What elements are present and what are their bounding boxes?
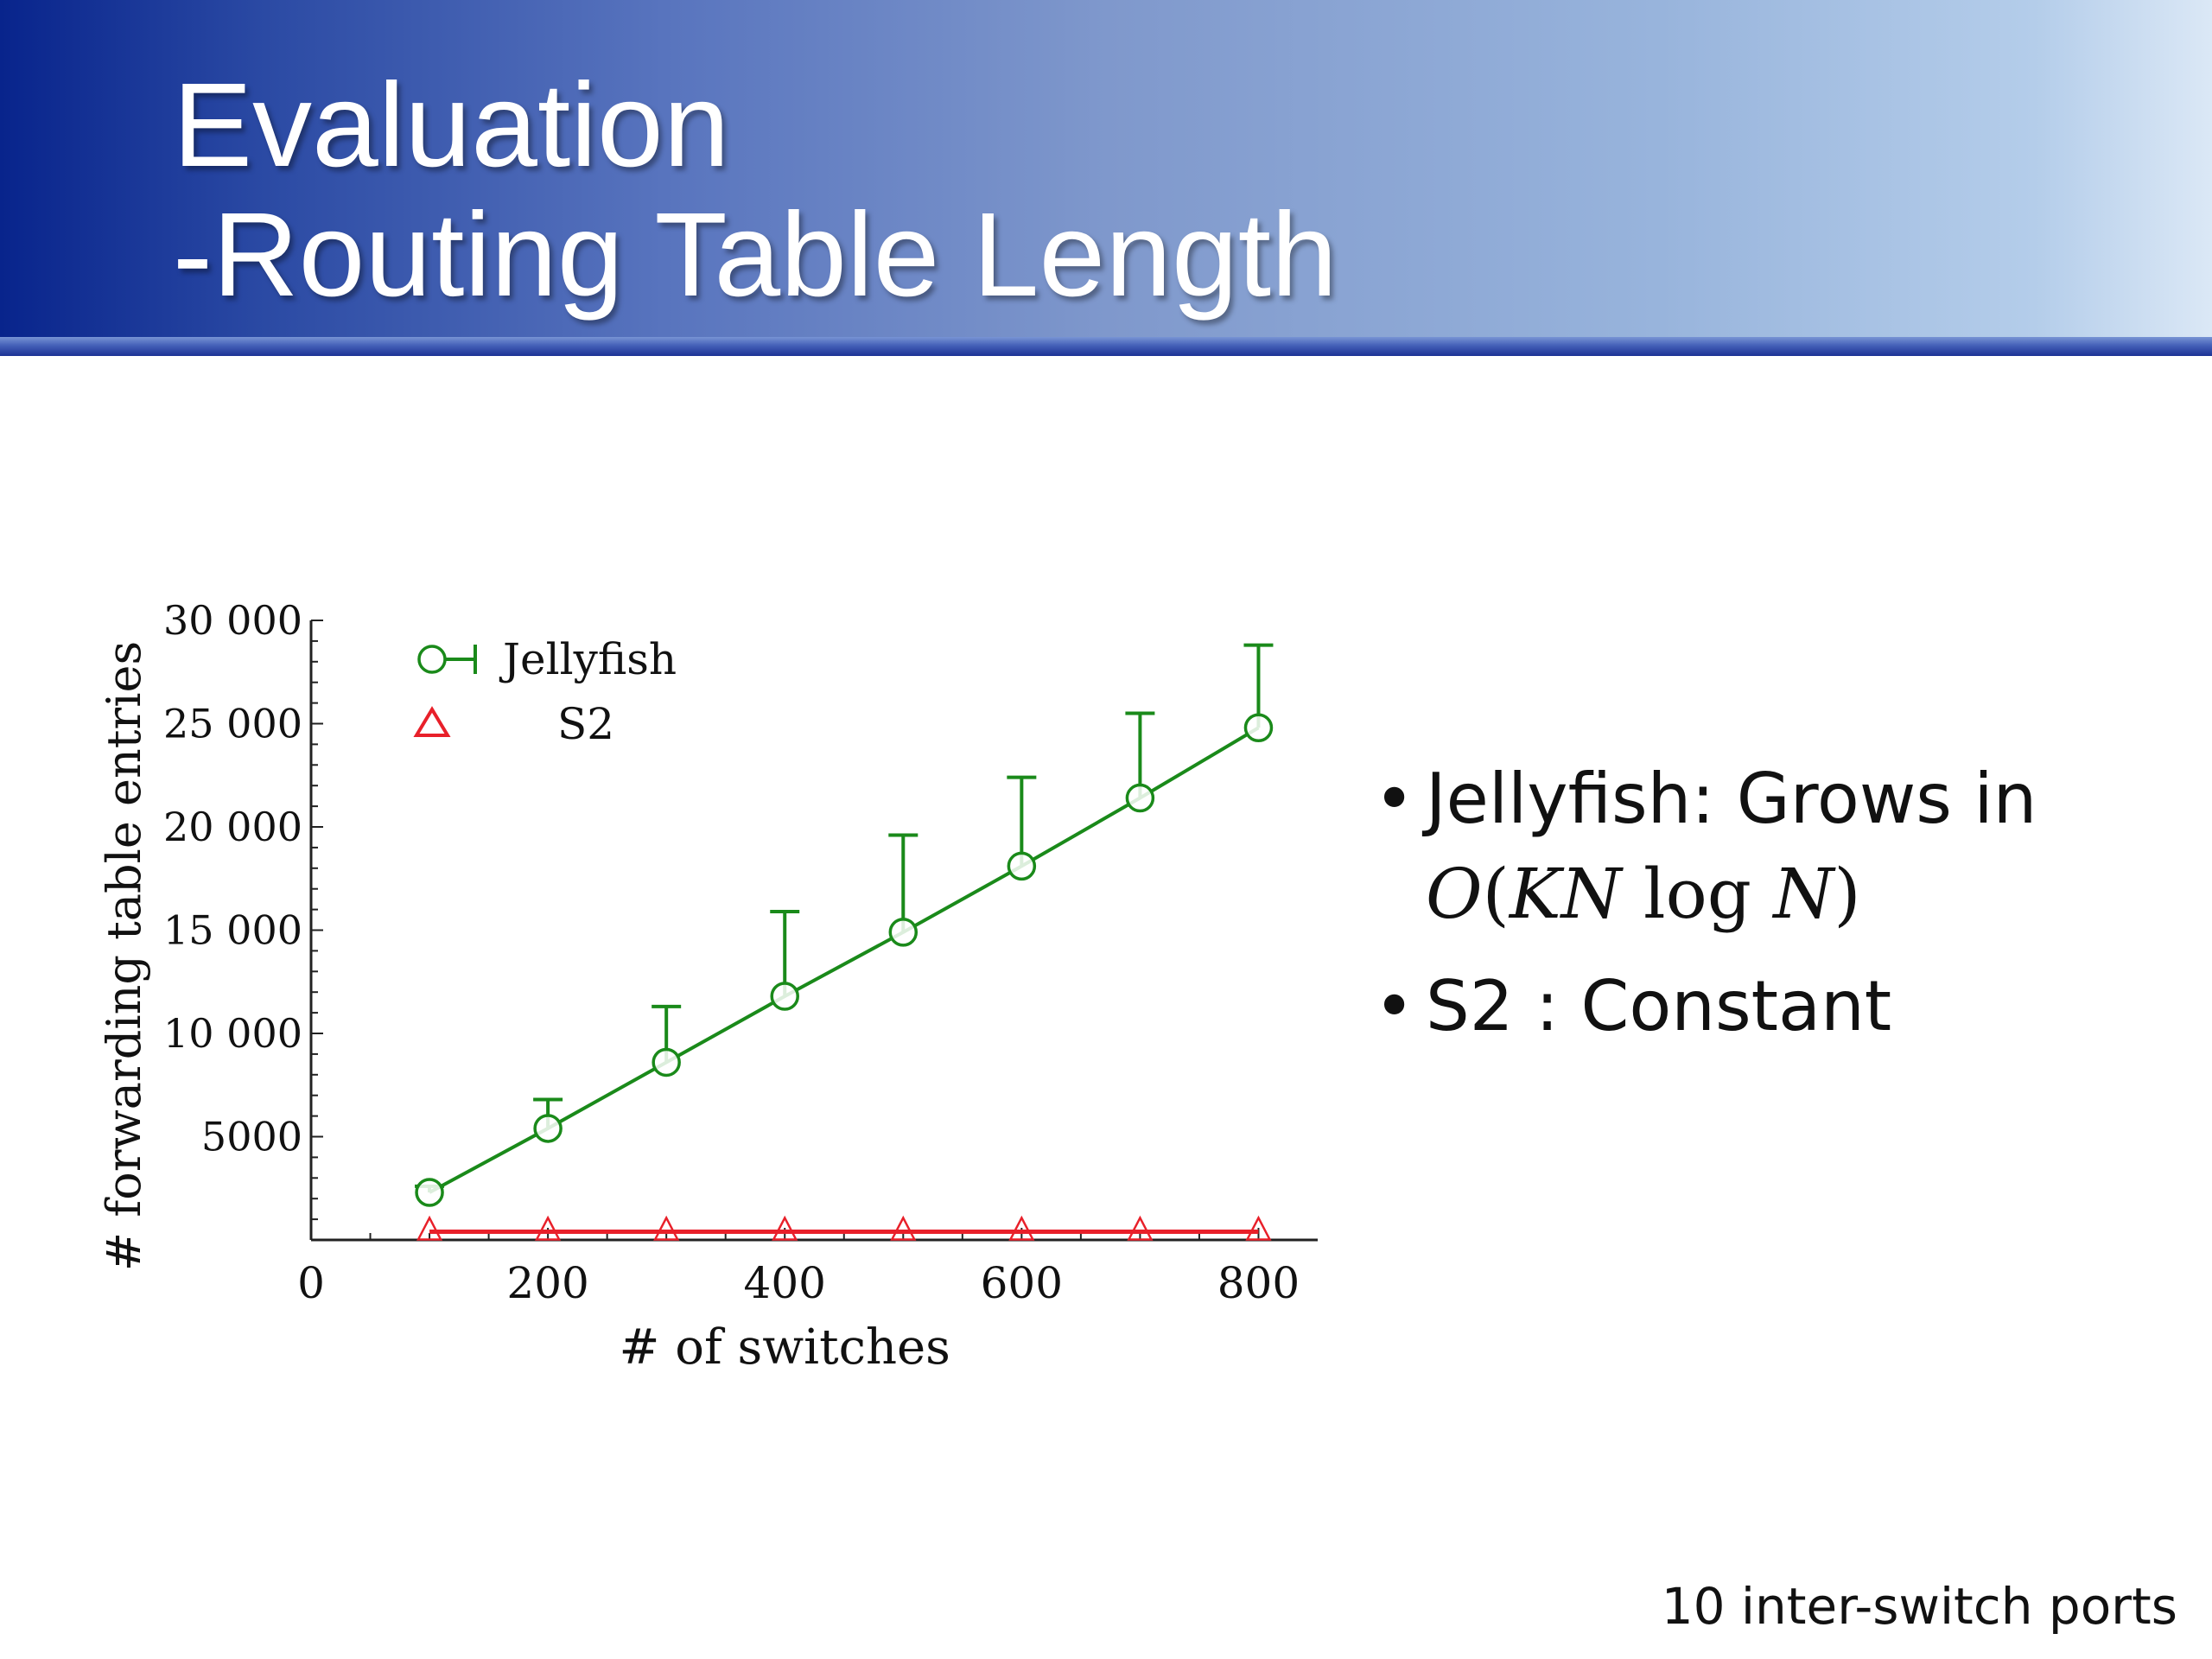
y-tick-label: 30 000 xyxy=(163,597,302,644)
data-point-jellyfish xyxy=(1243,713,1274,743)
x-tick-label: 200 xyxy=(506,1258,588,1308)
data-point-jellyfish xyxy=(1007,851,1037,881)
data-point-jellyfish xyxy=(888,918,918,947)
data-point-jellyfish xyxy=(652,1047,681,1077)
title-banner xyxy=(0,0,2212,337)
math-n: N xyxy=(1773,854,1834,934)
data-point-s2 xyxy=(772,1215,798,1241)
y-axis-label: # forwarding table entries xyxy=(97,641,151,1271)
x-tick-label: 800 xyxy=(1217,1258,1300,1308)
legend-marker-s2 xyxy=(413,706,451,737)
y-tick-label: 25 000 xyxy=(163,701,302,747)
data-point-s2 xyxy=(890,1215,917,1241)
legend-label-jellyfish: Jellyfish xyxy=(499,634,677,684)
bullet-text: Jellyfish: Grows in xyxy=(1426,759,2037,839)
complexity-formula: O(KN log N) xyxy=(1426,854,1861,934)
bullet-dot: • xyxy=(1374,966,1415,1046)
data-point-jellyfish xyxy=(415,1178,444,1207)
title-line-1: Evaluation xyxy=(173,59,730,192)
bullet-list: • Jellyfish: Grows in O(KN log N) • S2 :… xyxy=(1374,752,2037,1054)
title-line-2: -Routing Table Length xyxy=(173,188,1338,321)
math-o: O xyxy=(1426,854,1483,934)
x-tick-label: 400 xyxy=(744,1258,826,1308)
x-axis-label: # of switches xyxy=(620,1319,950,1376)
slide-title: Evaluation -Routing Table Length xyxy=(173,60,1338,320)
bullet-text: S2 : Constant xyxy=(1426,966,1892,1046)
data-point-s2 xyxy=(1008,1215,1035,1241)
data-point-s2 xyxy=(535,1215,562,1241)
y-tick-label: 15 000 xyxy=(163,907,302,954)
legend-marker-jellyfish xyxy=(417,645,447,674)
legend-label-s2: S2 xyxy=(557,699,614,749)
data-point-s2 xyxy=(1245,1215,1272,1241)
data-point-s2 xyxy=(416,1215,443,1241)
series-line-jellyfish xyxy=(429,726,1260,1194)
data-point-jellyfish xyxy=(1125,783,1155,813)
math-open-paren: ( xyxy=(1482,854,1510,934)
math-log: log xyxy=(1621,854,1774,934)
data-point-jellyfish xyxy=(770,982,799,1011)
data-point-s2 xyxy=(653,1215,680,1241)
math-close-paren: ) xyxy=(1834,854,1861,934)
x-tick-label: 600 xyxy=(981,1258,1063,1308)
y-tick-label: 5000 xyxy=(201,1114,302,1160)
y-tick-label: 10 000 xyxy=(163,1010,302,1057)
title-rule xyxy=(0,337,2212,356)
math-kn: KN xyxy=(1509,854,1622,934)
y-tick-label: 20 000 xyxy=(163,804,302,850)
bullet-dot: • xyxy=(1374,759,1415,839)
data-point-s2 xyxy=(1127,1215,1154,1241)
bullet-s2: • S2 : Constant xyxy=(1374,959,2037,1054)
data-point-jellyfish xyxy=(533,1114,563,1143)
footnote: 10 inter-switch ports xyxy=(1661,1577,2177,1636)
x-tick-label: 0 xyxy=(297,1258,325,1308)
bullet-jellyfish: • Jellyfish: Grows in O(KN log N) xyxy=(1374,752,2037,942)
